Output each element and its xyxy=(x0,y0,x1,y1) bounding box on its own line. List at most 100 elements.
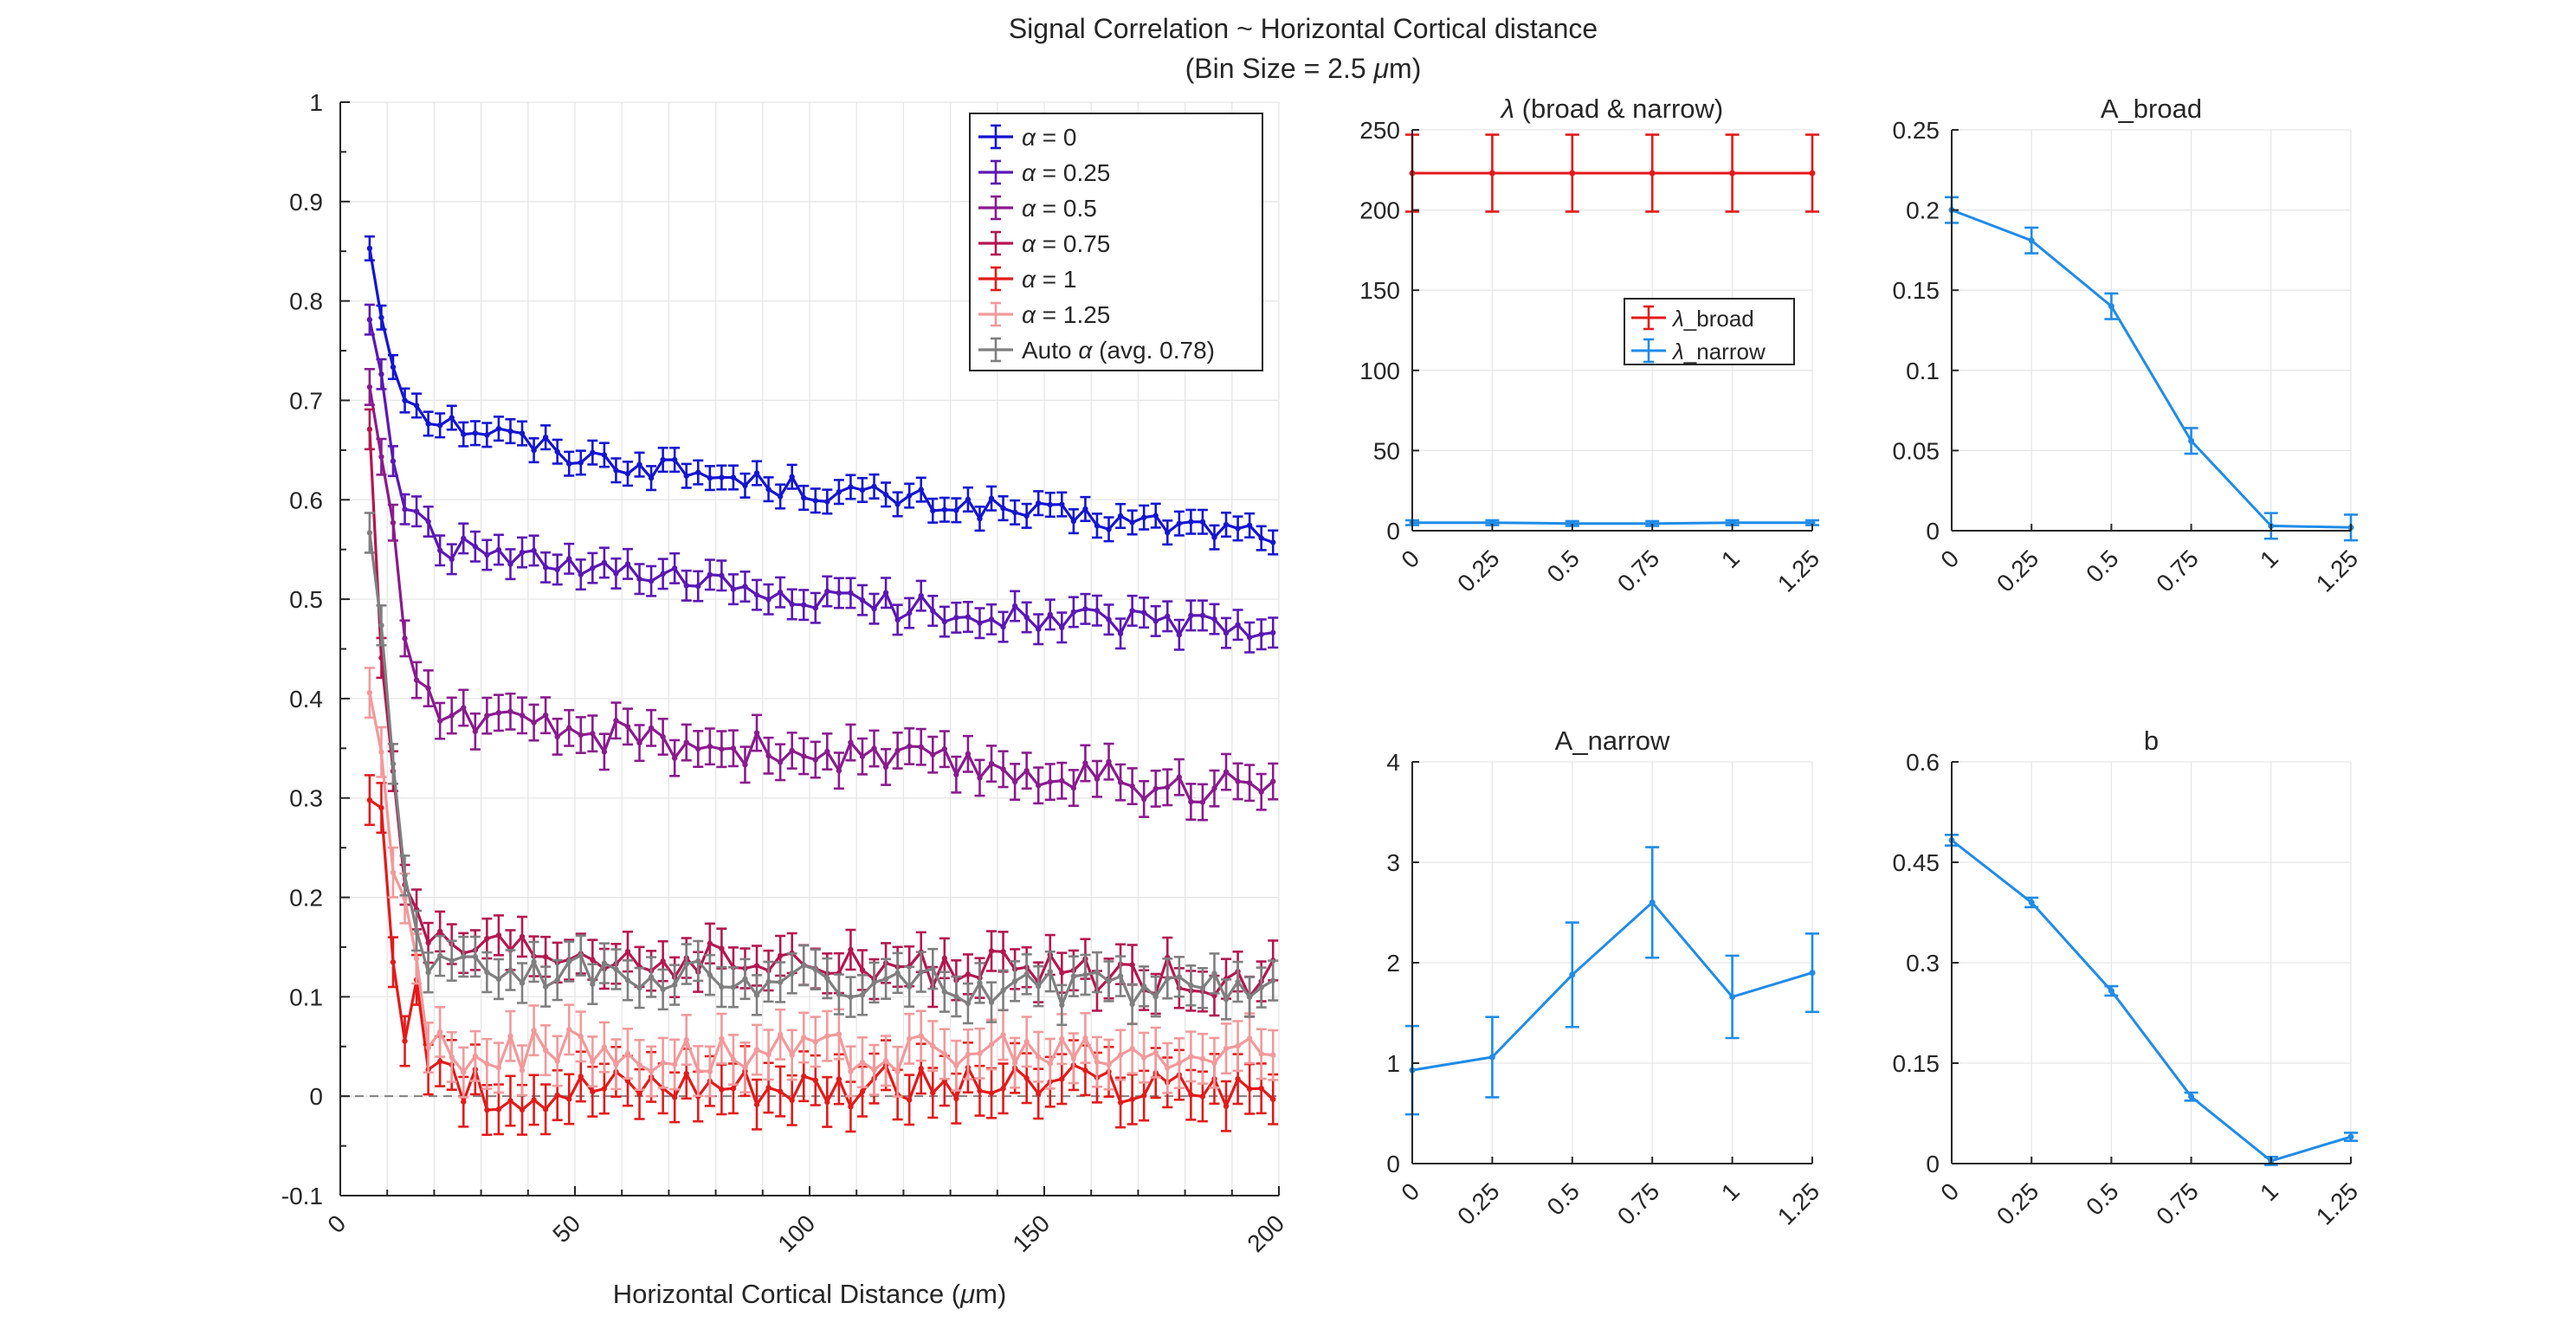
data-point xyxy=(1211,616,1217,622)
data-point xyxy=(436,422,443,429)
data-point xyxy=(1140,1093,1147,1099)
data-point xyxy=(636,984,642,991)
data-point xyxy=(402,1038,408,1044)
data-point xyxy=(613,966,619,972)
legend-label-text: _narrow xyxy=(1683,339,1766,364)
legend-label-text: = 0.5 xyxy=(1036,195,1097,222)
legend-label-greek: λ xyxy=(1671,306,1684,332)
data-point xyxy=(613,718,619,724)
data-point xyxy=(1809,170,1816,177)
data-point xyxy=(930,608,936,614)
data-point xyxy=(695,745,701,752)
data-point xyxy=(1569,170,1576,177)
data-point xyxy=(1649,899,1656,906)
data-point xyxy=(1223,629,1230,636)
data-point xyxy=(436,547,443,553)
data-point xyxy=(742,584,748,590)
data-point xyxy=(1011,778,1018,785)
data-point xyxy=(906,493,913,499)
legend-entry-1: λ_narrow xyxy=(1631,338,1766,364)
data-point xyxy=(436,928,443,935)
x-axis-label-mu: μ xyxy=(959,1279,975,1309)
data-point xyxy=(906,1035,913,1042)
data-point xyxy=(977,1087,983,1094)
legend-label-text: = 0.25 xyxy=(1036,159,1110,186)
data-point xyxy=(566,1027,572,1033)
data-point xyxy=(1117,1052,1124,1058)
data-point xyxy=(590,449,596,455)
data-point xyxy=(390,959,397,965)
y-tick-label: 200 xyxy=(1359,197,1400,224)
data-point xyxy=(1059,624,1065,631)
data-point xyxy=(542,434,549,441)
data-point xyxy=(507,1098,513,1104)
data-point xyxy=(425,1044,431,1051)
data-point xyxy=(1165,613,1171,620)
subplot-title: A_narrow xyxy=(1555,726,1670,756)
data-point xyxy=(742,762,748,768)
data-point xyxy=(601,1086,608,1092)
data-point xyxy=(941,746,948,752)
data-point xyxy=(566,958,572,964)
data-point xyxy=(390,869,397,875)
data-point xyxy=(531,1097,537,1103)
data-point xyxy=(977,620,983,626)
data-point xyxy=(648,725,655,732)
data-point xyxy=(671,1061,678,1067)
data-point xyxy=(601,452,608,458)
data-point xyxy=(988,1042,995,1048)
data-point xyxy=(1246,1086,1253,1092)
data-point xyxy=(1246,780,1253,786)
data-point xyxy=(519,713,526,719)
legend-label-greek: α xyxy=(1022,266,1036,293)
x-tick-label: 0.75 xyxy=(2151,545,2203,597)
figure-title-line2: (Bin Size = 2.5 μm) xyxy=(1185,53,1422,84)
data-point xyxy=(1106,978,1112,984)
data-point xyxy=(648,577,655,584)
y-tick-label: 0 xyxy=(1386,518,1400,545)
data-point xyxy=(719,572,725,578)
y-tick-label: 0 xyxy=(309,1083,323,1110)
data-point xyxy=(765,752,772,759)
subplot-title-text: A_broad xyxy=(2101,94,2202,124)
data-point xyxy=(1094,1059,1101,1065)
data-point xyxy=(1569,971,1576,978)
data-point xyxy=(1117,973,1124,979)
data-point xyxy=(366,245,373,252)
data-point xyxy=(683,1070,689,1077)
data-point xyxy=(1270,629,1276,635)
data-point xyxy=(719,945,725,951)
data-point xyxy=(707,571,713,578)
data-point xyxy=(1152,513,1159,519)
data-point xyxy=(578,571,584,577)
legend-label: Auto α (avg. 0.78) xyxy=(1022,337,1215,364)
data-point xyxy=(906,1097,913,1103)
data-point xyxy=(941,618,948,625)
data-point xyxy=(1211,1060,1217,1066)
data-point xyxy=(519,1067,526,1074)
data-point xyxy=(390,364,397,371)
series-line xyxy=(1411,900,1813,1072)
series-0 xyxy=(1945,196,2358,542)
series-line xyxy=(1412,521,1812,526)
data-point xyxy=(1188,798,1194,805)
data-point xyxy=(1140,514,1147,520)
data-point xyxy=(988,760,995,767)
data-point xyxy=(578,460,584,466)
data-point xyxy=(390,458,397,464)
data-point xyxy=(941,1051,948,1057)
data-point xyxy=(1223,1103,1230,1109)
data-point xyxy=(554,1058,560,1064)
data-point xyxy=(624,1050,631,1057)
data-point xyxy=(801,1035,807,1041)
data-point xyxy=(801,962,807,969)
legend-label: λ_broad xyxy=(1671,306,1754,332)
data-point xyxy=(1117,1100,1124,1106)
data-point xyxy=(965,496,972,503)
data-point xyxy=(495,710,502,716)
data-point xyxy=(871,1067,877,1073)
data-point xyxy=(566,1096,572,1102)
data-point xyxy=(753,591,760,598)
data-point xyxy=(1117,513,1124,519)
x-tick-label: 50 xyxy=(547,1209,585,1248)
